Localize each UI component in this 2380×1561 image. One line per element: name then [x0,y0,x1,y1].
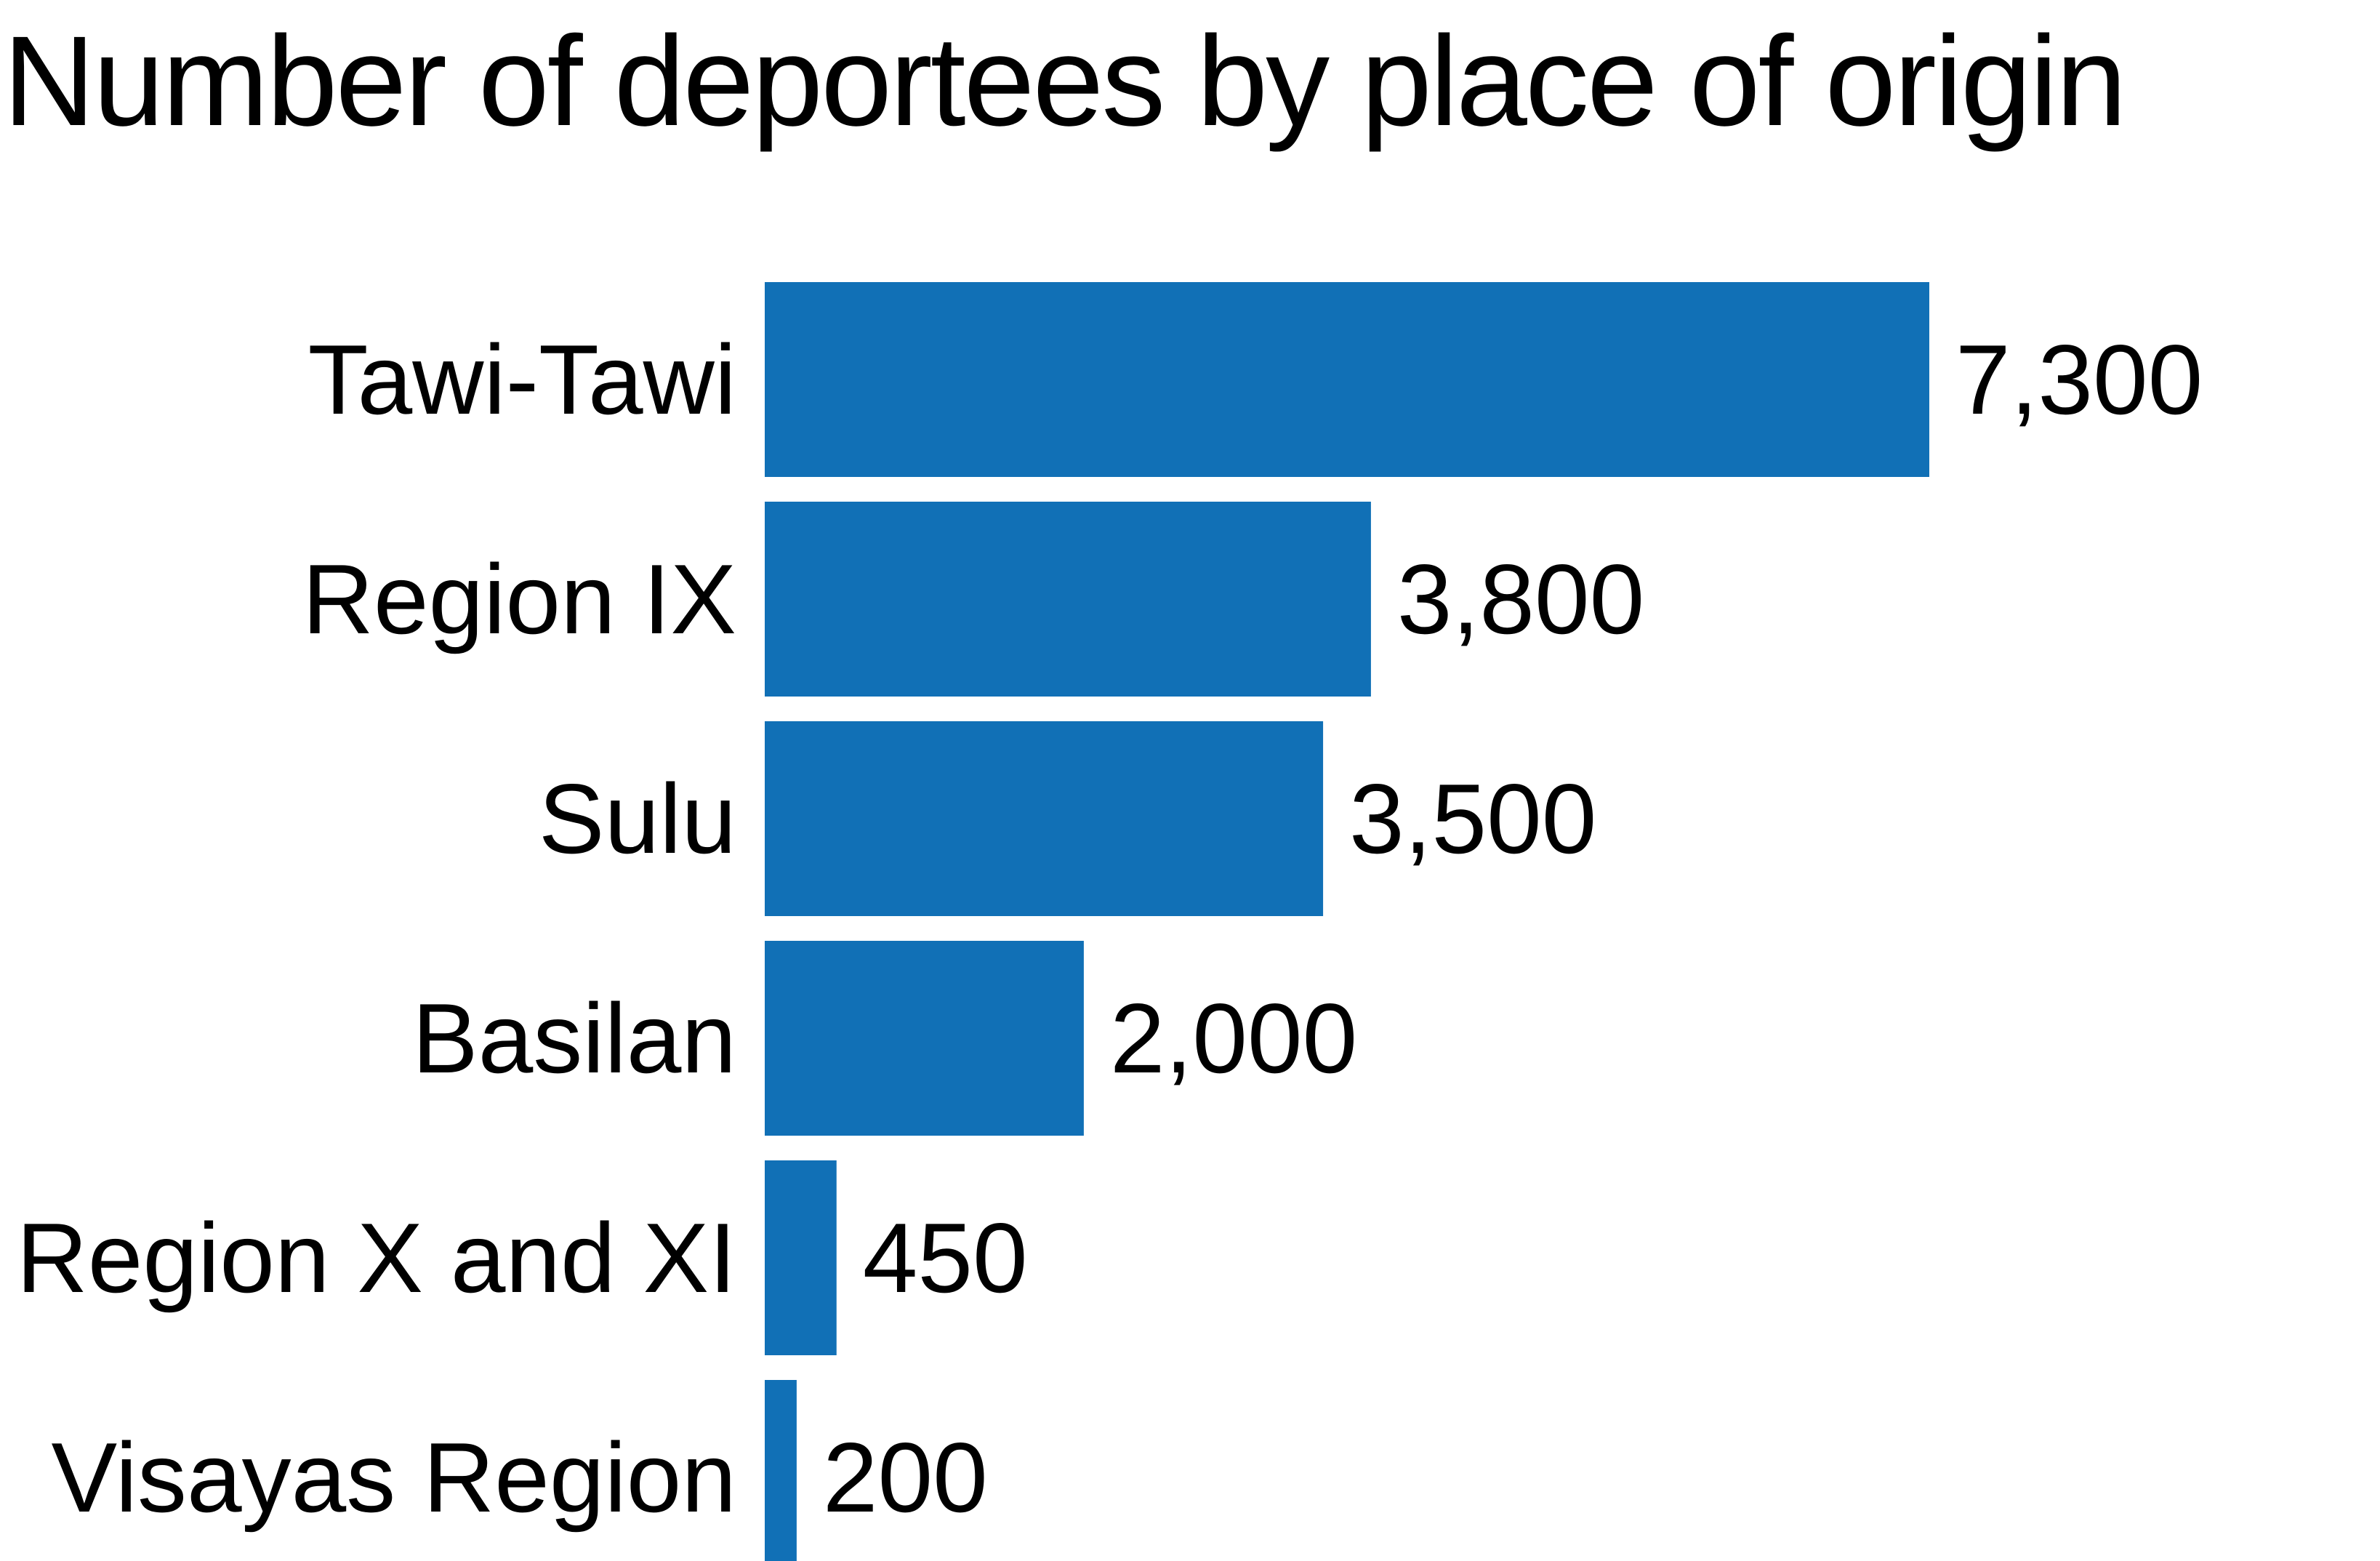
bars-group [765,282,1929,1561]
category-label-basilan: Basilan [412,983,736,1093]
chart-title: Number of deportees by place of origin [3,10,2127,153]
value-label-visayas-region: 200 [823,1422,988,1533]
bar-region-x-and-xi [765,1160,837,1355]
category-label-region-ix: Region IX [302,544,736,654]
value-label-sulu: 3,500 [1349,763,1596,874]
bar-region-ix [765,502,1371,697]
category-label-region-x-and-xi: Region X and XI [17,1203,736,1313]
value-label-tawi-tawi: 7,300 [1955,324,2203,435]
value-label-basilan: 2,000 [1110,983,1357,1093]
bar-sulu [765,721,1324,916]
bar-basilan [765,941,1084,1136]
value-label-region-ix: 3,800 [1397,544,1644,654]
category-label-visayas-region: Visayas Region [51,1422,736,1533]
category-label-sulu: Sulu [539,763,736,874]
category-label-tawi-tawi: Tawi-Tawi [308,324,736,435]
category-labels: Tawi-Tawi Region IX Sulu Basilan Region X an… [17,324,736,1533]
value-labels: 7,300 3,800 3,500 2,000 450 200 [823,324,2203,1533]
bar-visayas-region [765,1380,797,1561]
value-label-region-x-and-xi: 450 [863,1203,1028,1313]
bar-tawi-tawi [765,282,1929,477]
